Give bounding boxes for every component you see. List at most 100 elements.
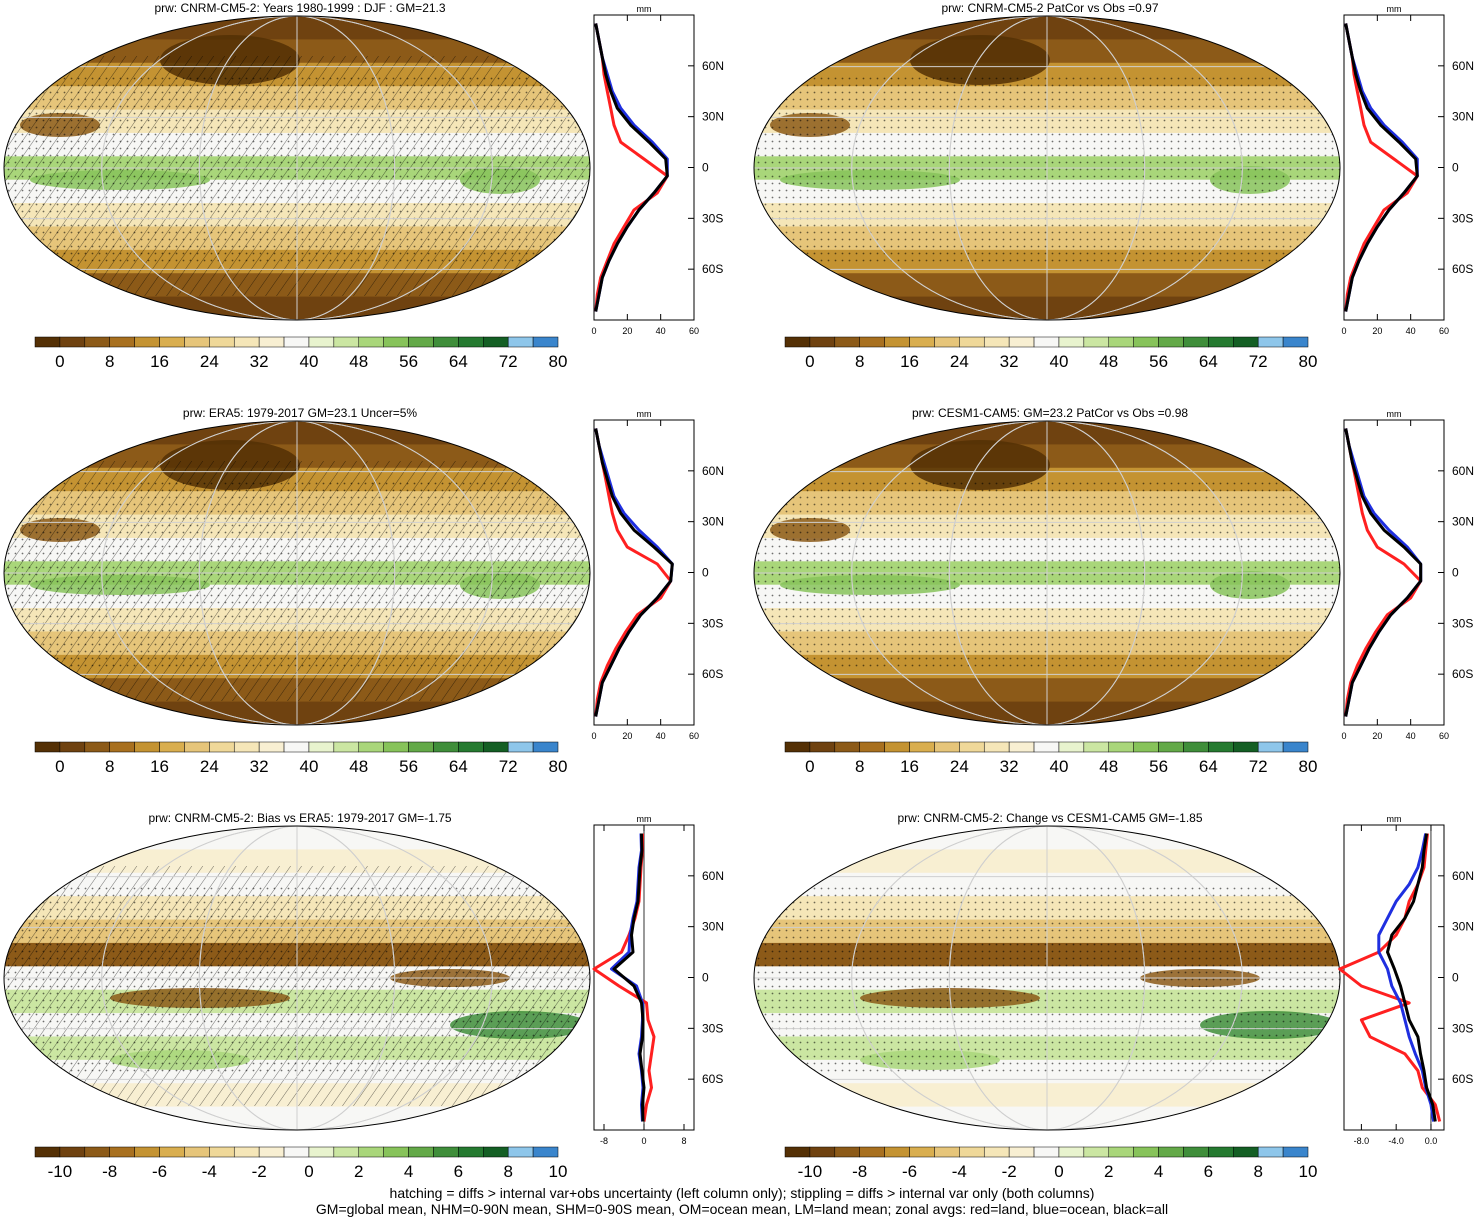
zonal-mean-plot: mm -8.0 -4.0 0.0 60N 30N 0 30S 60S <box>1338 814 1474 1146</box>
colorbar-swatch <box>34 336 61 348</box>
zonal-unit-label: mm <box>637 4 652 14</box>
zonal-ytick-label: 60S <box>702 1072 723 1086</box>
colorbar-swatch <box>959 741 985 753</box>
colorbar-swatch <box>383 1146 409 1158</box>
colorbar-tick-label: 72 <box>1249 352 1268 371</box>
colorbar-swatch <box>84 1146 110 1158</box>
graticule-meridian <box>948 421 1146 725</box>
zonal-line-all <box>594 428 674 717</box>
colorbar-swatch <box>184 1146 210 1158</box>
zonal-mean-plot: mm 0 20 40 60 60N 30N 0 30S 60S <box>591 409 724 741</box>
zonal-ytick-label: 60S <box>1452 1072 1473 1086</box>
zonal-xtick-label: 40 <box>656 326 666 336</box>
colorbar-tick-label: 2 <box>1104 1162 1113 1181</box>
zonal-xtick-label: 20 <box>1372 326 1382 336</box>
zonal-xtick-label: 20 <box>1372 731 1382 741</box>
colorbar-tick-label: 80 <box>549 757 568 776</box>
colorbar-swatch <box>959 336 985 348</box>
colorbar-swatch <box>1008 741 1035 753</box>
colorbar-tick-label: -8 <box>102 1162 117 1181</box>
colorbar-tick-label: -10 <box>798 1162 823 1181</box>
colorbar-swatch <box>383 336 409 348</box>
zonal-xtick-label: 40 <box>1406 326 1416 336</box>
colorbar-swatch <box>333 336 360 348</box>
colorbar-swatch <box>1233 741 1259 753</box>
zonal-xtick-label: -8.0 <box>1354 1136 1370 1146</box>
colorbar-swatch <box>1008 1146 1035 1158</box>
colorbar-swatch <box>209 741 235 753</box>
zonal-line-all <box>1344 23 1419 312</box>
graticule-meridian <box>101 16 493 320</box>
zonal-xtick-label: 0 <box>641 1136 646 1146</box>
zonal-line-all <box>612 833 646 1122</box>
colorbar-swatch <box>209 336 235 348</box>
colorbar-tick-label: 6 <box>1204 1162 1213 1181</box>
colorbar-swatch <box>458 741 484 753</box>
colorbar-tick-label: 48 <box>349 757 368 776</box>
map-field <box>4 421 590 725</box>
colorbar-swatch <box>333 741 360 753</box>
colorbar-swatch <box>408 336 434 348</box>
colorbar-swatch <box>1208 336 1234 348</box>
colorbar-swatch <box>983 1146 1010 1158</box>
colorbar-swatch <box>34 741 61 753</box>
colorbar-tick-label: 16 <box>150 352 169 371</box>
colorbar-tick-label: 8 <box>105 757 114 776</box>
zonal-xtick-label: 8 <box>681 1136 686 1146</box>
colorbar-swatch <box>109 1146 135 1158</box>
chart-panel: prw: CNRM-CM5-2: Years 1980-1999 : DJF :… <box>3 1 724 371</box>
colorbar-tick-label: -2 <box>1002 1162 1017 1181</box>
colorbar-swatch <box>134 1146 160 1158</box>
colorbar-tick-label: 72 <box>499 757 518 776</box>
colorbar-swatch <box>1058 1146 1085 1158</box>
colorbar-swatch <box>159 336 185 348</box>
zonal-ytick-label: 30S <box>1452 211 1473 225</box>
zonal-xtick-label: -4.0 <box>1388 1136 1404 1146</box>
colorbar-tick-label: 4 <box>1154 1162 1163 1181</box>
colorbar-swatch <box>1108 336 1134 348</box>
colorbar-tick-label: 24 <box>950 757 969 776</box>
colorbar-swatch <box>383 741 409 753</box>
zonal-mean-plot: mm 0 20 40 60 60N 30N 0 30S 60S <box>1341 4 1474 336</box>
chart-panel: prw: CNRM-CM5-2: Change vs CESM1-CAM5 GM… <box>753 811 1474 1181</box>
colorbar-swatch <box>1133 741 1159 753</box>
colorbar-swatch <box>1257 1146 1284 1158</box>
colorbar-tick-label: 0 <box>1054 1162 1063 1181</box>
colorbar-swatch <box>1083 1146 1110 1158</box>
colorbar-tick-label: 56 <box>1149 352 1168 371</box>
colorbar-swatch <box>1133 336 1159 348</box>
colorbar-swatch <box>159 1146 185 1158</box>
zonal-xtick-label: 40 <box>1406 731 1416 741</box>
colorbar-swatch <box>458 1146 484 1158</box>
colorbar-tick-label: 40 <box>299 757 318 776</box>
colorbar-swatch <box>1233 336 1259 348</box>
colorbar-tick-label: 0 <box>805 352 814 371</box>
colorbar-swatch <box>233 336 260 348</box>
colorbar-swatch <box>59 336 86 348</box>
zonal-xtick-label: 0 <box>591 326 596 336</box>
colorbar-swatch <box>433 336 459 348</box>
zonal-xtick-label: -8 <box>600 1136 608 1146</box>
colorbar-tick-label: -2 <box>252 1162 267 1181</box>
colorbar-swatch <box>134 741 160 753</box>
colorbar-swatch <box>834 1146 860 1158</box>
colorbar-tick-label: 80 <box>549 352 568 371</box>
zonal-unit-label: mm <box>1387 4 1402 14</box>
colorbar-tick-label: 48 <box>1099 757 1118 776</box>
graticule-meridian <box>851 16 1243 320</box>
colorbar-swatch <box>184 336 210 348</box>
colorbar-swatch <box>934 336 960 348</box>
colorbar-tick-label: 16 <box>150 757 169 776</box>
map-anomaly-blob <box>910 440 1050 490</box>
zonal-ytick-label: 30S <box>702 1021 723 1035</box>
zonal-ytick-label: 30N <box>1452 920 1474 934</box>
zonal-xtick-label: 20 <box>622 326 632 336</box>
zonal-ytick-label: 60S <box>1452 262 1473 276</box>
colorbar-swatch <box>433 741 459 753</box>
colorbar-swatch <box>59 1146 86 1158</box>
colorbar-swatch <box>784 1146 811 1158</box>
graticule-meridian <box>198 826 396 1130</box>
map-field <box>754 16 1340 320</box>
colorbar-tick-label: 0 <box>805 757 814 776</box>
